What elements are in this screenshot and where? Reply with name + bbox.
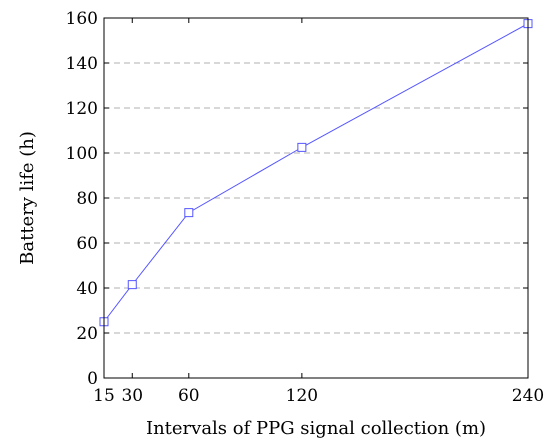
axes (103, 17, 529, 379)
x-tick-label: 30 (121, 386, 143, 406)
y-axis-label: Battery life (h) (17, 131, 38, 265)
x-tick-label: 60 (178, 386, 200, 406)
y-tick-label: 80 (76, 189, 98, 209)
y-tick-label: 140 (66, 54, 98, 74)
x-axis-label: Intervals of PPG signal collection (m) (146, 418, 486, 439)
series-line (103, 23, 529, 323)
y-tick-label: 160 (66, 9, 98, 29)
y-tick-label: 100 (66, 144, 98, 164)
data-point-marker (297, 142, 307, 152)
y-tick-label: 0 (87, 369, 98, 389)
grid-lines (104, 62, 528, 334)
x-tick-label: 15 (93, 386, 115, 406)
y-tick-label: 40 (76, 279, 98, 299)
y-tick-label: 120 (66, 99, 98, 119)
data-point-marker (184, 208, 194, 218)
x-tick-label: 120 (286, 386, 318, 406)
y-tick-label: 20 (76, 324, 98, 344)
series-layer (99, 19, 533, 327)
data-point-marker (127, 280, 137, 290)
tick-labels: 0 20 40 60 80 100 120 140 160 15 30 60 120 240 (66, 9, 545, 406)
y-tick-label: 60 (76, 234, 98, 254)
x-tick-label: 240 (512, 386, 544, 406)
